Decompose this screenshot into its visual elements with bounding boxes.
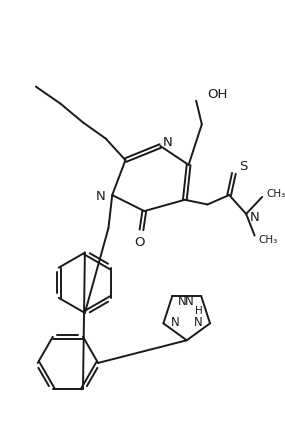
Text: N: N [185,294,194,308]
Text: N: N [194,315,203,328]
Text: OH: OH [207,87,228,101]
Text: O: O [134,235,145,248]
Text: CH₃: CH₃ [266,189,285,199]
Text: CH₃: CH₃ [258,235,278,245]
Text: N: N [178,294,187,308]
Text: N: N [171,315,180,328]
Text: N: N [250,211,260,224]
Text: N: N [163,135,173,148]
Text: H: H [195,305,203,315]
Text: S: S [239,160,248,173]
Text: N: N [96,189,106,202]
